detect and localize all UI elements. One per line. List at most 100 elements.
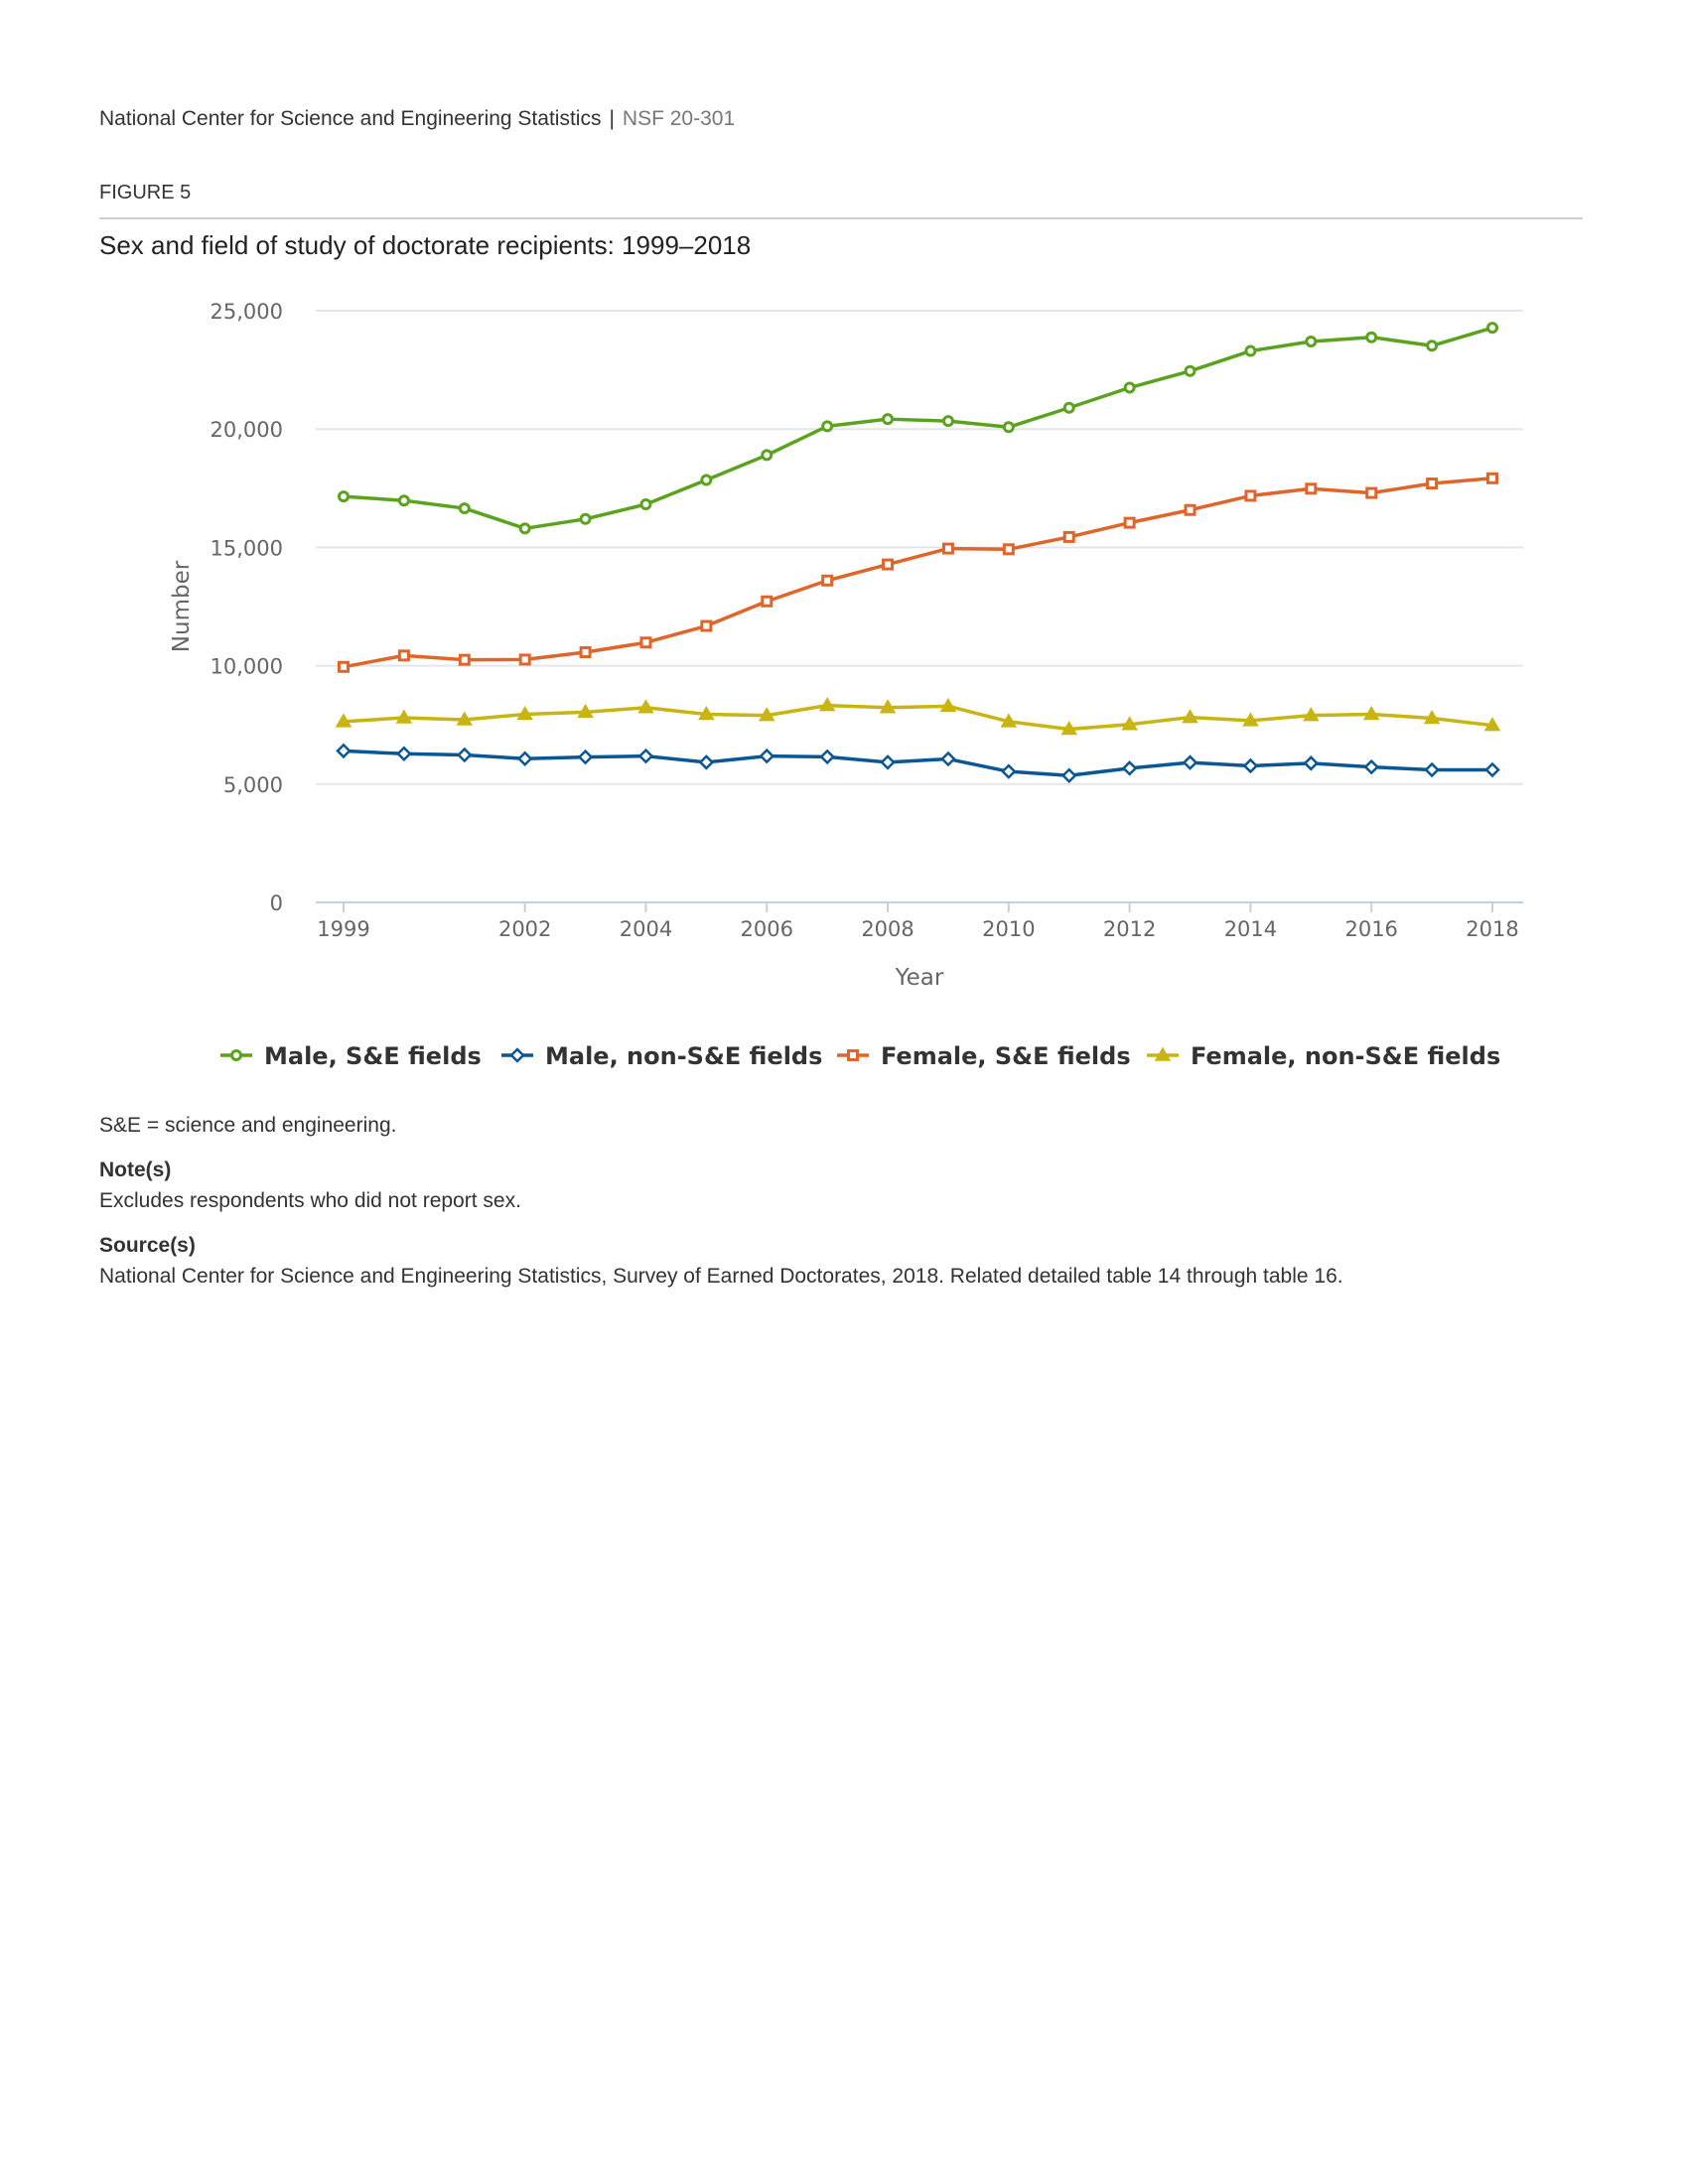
data-point — [879, 699, 897, 714]
data-point — [700, 619, 713, 632]
data-point — [1062, 530, 1075, 543]
data-point — [1303, 755, 1320, 771]
data-point — [338, 660, 350, 673]
x-tick-label: 2006 — [741, 917, 793, 941]
series-line — [343, 703, 1493, 732]
data-point — [639, 636, 652, 649]
data-point — [1121, 760, 1138, 776]
divider — [99, 217, 1583, 219]
gridlines — [316, 310, 1523, 785]
figure-label: FIGURE 5 — [99, 182, 192, 204]
data-point — [698, 705, 715, 721]
y-tick-label: 5,000 — [223, 773, 283, 797]
data-point — [1184, 503, 1196, 516]
data-point — [1483, 717, 1501, 732]
notes-text: Excludes respondents who did not report … — [99, 1189, 521, 1212]
legend-item[interactable]: Male, S&E fields — [220, 1042, 482, 1070]
data-point — [457, 747, 473, 763]
data-point — [518, 653, 531, 666]
axes — [316, 901, 1523, 912]
y-tick-label: 25,000 — [211, 300, 283, 324]
data-point — [456, 711, 474, 726]
series-group — [336, 743, 1500, 783]
x-tick-label: 2016 — [1344, 917, 1397, 941]
data-point — [758, 707, 775, 722]
data-point — [1242, 712, 1259, 727]
data-point — [458, 502, 471, 515]
data-point — [1060, 721, 1078, 736]
data-point — [637, 699, 654, 714]
organization-name: National Center for Science and Engineer… — [99, 107, 602, 130]
data-point — [1182, 709, 1198, 724]
legend-item[interactable]: Female, S&E fields — [837, 1042, 1131, 1070]
header-separator: | — [609, 107, 615, 130]
x-tick-label: 2002 — [498, 917, 551, 941]
x-tick-labels: 1999 2002 2004 2006 2008 2010 2012 2014 2016 2018 — [317, 917, 1518, 941]
data-point — [338, 490, 350, 503]
y-tick-label: 0 — [270, 891, 283, 915]
data-point — [1305, 482, 1318, 495]
y-tick-labels: 0 5,000 10,000 15,000 20,000 25,000 — [211, 300, 283, 915]
data-point — [1001, 763, 1017, 779]
data-point — [821, 420, 834, 433]
data-point — [1244, 344, 1257, 357]
y-tick-label: 10,000 — [211, 655, 283, 679]
page-header: National Center for Science and Engineer… — [99, 107, 735, 131]
data-point — [1062, 401, 1075, 414]
line-chart: 0 5,000 10,000 15,000 20,000 25,000 1999 2002 2… — [169, 300, 1523, 1070]
y-tick-label: 20,000 — [211, 418, 283, 442]
legend-label: Male, non-S&E fields — [545, 1042, 822, 1070]
y-axis-title: Number — [169, 560, 195, 652]
legend-marker — [847, 1049, 859, 1061]
legend-label: Female, non-S&E fields — [1191, 1042, 1500, 1070]
data-point — [819, 749, 835, 765]
series-line — [343, 477, 1493, 669]
data-point — [1486, 322, 1498, 335]
data-point — [577, 703, 594, 719]
source-text: National Center for Science and Engineer… — [99, 1265, 1343, 1288]
data-point — [458, 653, 471, 666]
data-point — [395, 709, 413, 724]
x-tick-label: 2014 — [1224, 917, 1277, 941]
x-tick-label: 2012 — [1103, 917, 1156, 941]
data-point — [1123, 516, 1136, 529]
data-point — [579, 512, 592, 525]
data-point — [939, 697, 957, 713]
data-point — [335, 713, 352, 728]
series-group — [335, 697, 1501, 736]
data-point — [1121, 716, 1138, 731]
legend-item[interactable]: Male, non-S&E fields — [501, 1042, 822, 1070]
x-tick-label: 2018 — [1466, 917, 1518, 941]
series-line — [343, 326, 1493, 531]
data-point — [397, 649, 410, 662]
data-point — [1002, 543, 1015, 556]
legend-item[interactable]: Female, non-S&E fields — [1147, 1042, 1500, 1070]
legend-marker — [509, 1047, 525, 1063]
data-point — [1060, 767, 1077, 783]
legend-marker — [1154, 1046, 1172, 1061]
publication-id: NSF 20-301 — [622, 107, 736, 130]
data-point — [1303, 707, 1320, 722]
data-point — [821, 574, 834, 587]
notes-heading: Note(s) — [99, 1159, 172, 1181]
data-point — [940, 751, 956, 767]
y-tick-label: 15,000 — [211, 536, 283, 560]
data-point — [818, 697, 836, 712]
data-point — [1305, 335, 1318, 347]
data-point — [1182, 754, 1198, 770]
data-point — [880, 754, 896, 770]
data-point — [882, 413, 895, 426]
data-point — [1424, 761, 1440, 778]
data-point — [700, 474, 713, 486]
x-tick-label: 2008 — [861, 917, 914, 941]
x-tick-label: 2004 — [620, 917, 672, 941]
data-point — [1426, 340, 1439, 352]
data-point — [1484, 761, 1500, 778]
legend[interactable]: Male, S&E fields Male, non-S&E fields Fema… — [220, 1042, 1500, 1070]
data-point — [761, 449, 774, 462]
series — [335, 322, 1501, 783]
abbreviation-note: S&E = science and engineering. — [99, 1114, 397, 1137]
chart-title: Sex and field of study of doctorate reci… — [99, 230, 752, 260]
data-point — [579, 646, 592, 659]
source-heading: Source(s) — [99, 1234, 196, 1257]
